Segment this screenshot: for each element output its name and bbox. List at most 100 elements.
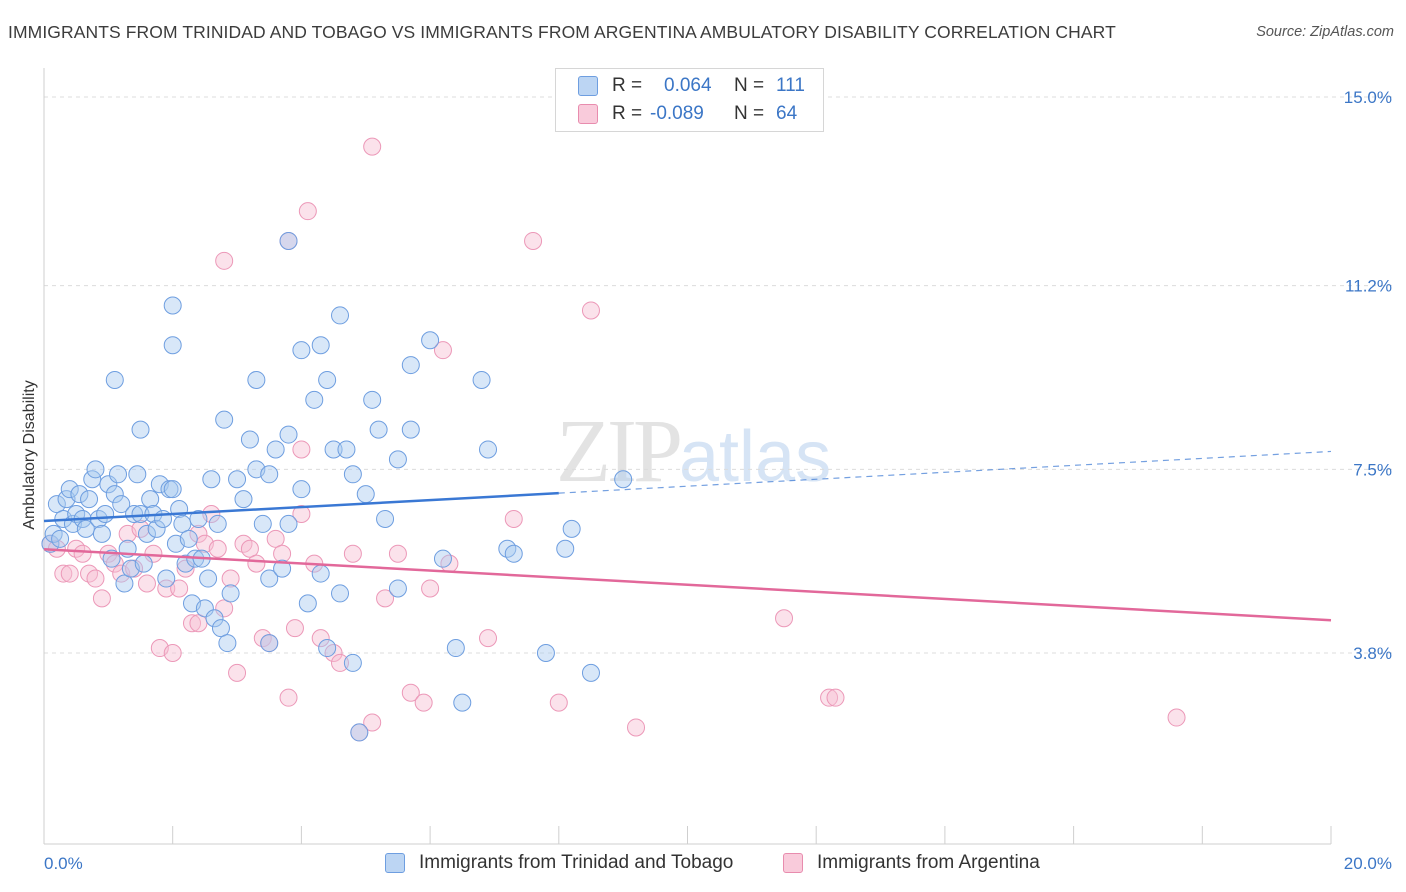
data-point-trinidad	[83, 470, 102, 489]
data-point-trinidad	[401, 356, 420, 375]
data-point-argentina	[433, 341, 452, 360]
data-point-argentina	[421, 579, 440, 598]
data-point-trinidad	[421, 331, 440, 350]
data-point-trinidad	[472, 370, 491, 389]
data-point-trinidad	[305, 390, 324, 409]
y-axis-label: Ambulatory Disability	[21, 380, 38, 529]
data-point-trinidad	[131, 505, 150, 523]
data-point-trinidad	[479, 440, 498, 459]
watermark: ZIPatlas	[556, 400, 831, 503]
watermark-atlas: atlas	[679, 417, 832, 497]
data-point-trinidad	[260, 465, 279, 484]
data-point-argentina	[363, 713, 382, 732]
data-point-trinidad	[350, 723, 369, 742]
data-point-trinidad	[363, 390, 382, 409]
data-point-trinidad	[292, 341, 311, 360]
data-point-trinidad	[99, 475, 118, 494]
series-argentina-points	[41, 137, 1186, 742]
data-point-argentina	[292, 440, 311, 459]
data-point-trinidad	[86, 460, 105, 479]
data-point-trinidad	[581, 663, 600, 682]
series-legend: Immigrants from Trinidad and Tobago Immi…	[0, 852, 1406, 878]
data-point-argentina	[105, 554, 124, 573]
data-point-trinidad	[105, 485, 124, 504]
stats-legend: R = 0.064 N = 111 R = -0.089 N = 64	[555, 68, 824, 132]
data-point-trinidad	[247, 370, 266, 389]
data-point-trinidad	[446, 639, 465, 658]
data-point-argentina	[376, 589, 395, 608]
data-point-trinidad	[562, 519, 581, 538]
data-point-trinidad	[388, 579, 407, 598]
legend-series-name: Immigrants from Argentina	[817, 852, 1040, 873]
data-point-trinidad	[266, 440, 285, 459]
legend-r-value: -0.089	[650, 103, 704, 124]
data-point-argentina	[228, 663, 247, 682]
data-point-argentina	[581, 301, 600, 320]
data-point-argentina	[549, 693, 568, 712]
data-point-trinidad	[311, 336, 330, 355]
data-point-argentina	[170, 579, 189, 598]
data-point-trinidad	[614, 470, 633, 489]
legend-swatch-pink	[578, 104, 598, 124]
data-point-trinidad	[173, 514, 192, 533]
data-point-trinidad	[228, 470, 247, 489]
data-point-trinidad	[369, 420, 388, 439]
data-point-argentina	[215, 251, 234, 270]
legend-swatch-blue	[385, 853, 405, 873]
data-point-trinidad	[163, 296, 182, 315]
data-point-argentina	[1167, 708, 1186, 727]
legend-r-label: R =	[612, 103, 643, 124]
data-point-trinidad	[211, 619, 230, 638]
data-point-argentina	[189, 614, 208, 633]
data-point-trinidad	[70, 485, 89, 504]
legend-swatch-pink	[783, 853, 803, 873]
data-point-trinidad	[163, 336, 182, 355]
x-tick-label: 0.0%	[44, 854, 83, 873]
data-point-trinidad	[218, 634, 237, 653]
y-tick-label: 7.5%	[1353, 460, 1392, 479]
data-point-argentina	[775, 609, 794, 628]
data-point-trinidad	[260, 634, 279, 653]
data-point-argentina	[247, 554, 266, 573]
data-point-trinidad	[260, 569, 279, 588]
data-point-trinidad	[279, 514, 298, 533]
trend-lines	[43, 450, 1332, 622]
data-point-trinidad	[109, 465, 128, 484]
data-point-trinidad	[337, 440, 356, 459]
data-point-trinidad	[556, 539, 575, 558]
data-point-argentina	[163, 644, 182, 662]
data-point-argentina	[208, 539, 227, 558]
data-point-trinidad	[401, 420, 420, 439]
chart-title: IMMIGRANTS FROM TRINIDAD AND TOBAGO VS I…	[8, 22, 1116, 42]
data-point-trinidad	[115, 574, 134, 593]
y-tick-label: 11.2%	[1345, 277, 1392, 296]
data-point-argentina	[292, 505, 311, 523]
data-point-argentina	[343, 544, 362, 563]
data-point-trinidad	[76, 519, 95, 538]
data-point-trinidad	[147, 519, 166, 538]
data-point-trinidad	[163, 480, 182, 499]
data-point-trinidad	[125, 505, 144, 523]
data-point-argentina	[73, 544, 92, 563]
watermark-zip: ZIP	[556, 402, 683, 501]
data-point-argentina	[820, 688, 839, 707]
data-point-trinidad	[324, 440, 343, 459]
data-point-argentina	[189, 524, 208, 543]
tick-labels: 3.8% 7.5% 11.2% 15.0% 0.0% 20.0%	[44, 88, 1392, 873]
legend-n-value: 111	[776, 75, 805, 96]
data-point-trinidad	[112, 495, 131, 514]
data-point-argentina	[266, 529, 285, 548]
data-point-argentina	[414, 693, 433, 712]
data-point-argentina	[401, 683, 420, 702]
data-point-trinidad	[195, 599, 214, 618]
data-point-trinidad	[134, 554, 153, 573]
data-point-trinidad	[433, 549, 452, 568]
data-point-argentina	[54, 564, 73, 583]
data-point-argentina	[627, 718, 646, 737]
legend-n-value: 64	[776, 103, 798, 124]
data-point-trinidad	[273, 559, 292, 578]
data-point-trinidad	[318, 370, 337, 389]
data-point-trinidad	[131, 420, 150, 439]
data-point-trinidad	[279, 425, 298, 444]
